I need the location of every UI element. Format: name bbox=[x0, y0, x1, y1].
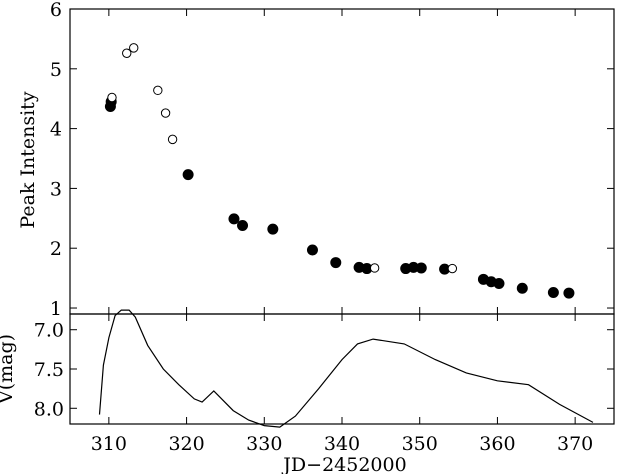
open-data-point bbox=[160, 108, 171, 118]
bottom-y-tick-label: 7.5 bbox=[34, 359, 64, 381]
filled-data-point bbox=[493, 278, 505, 289]
open-data-point bbox=[129, 43, 139, 53]
filled-data-point bbox=[415, 262, 427, 274]
x-tick-label: 350 bbox=[402, 433, 438, 455]
top-y-tick-label: 4 bbox=[50, 119, 62, 141]
bottom-panel-x-ticks: 310 320 330 340 350 360 370 bbox=[91, 314, 593, 455]
filled-data-point bbox=[228, 213, 240, 225]
bottom-panel-y-ticks: 7.0 7.5 8.0 bbox=[34, 320, 614, 420]
open-data-point bbox=[167, 134, 178, 145]
x-tick-label: 360 bbox=[479, 433, 515, 455]
open-data-point bbox=[153, 85, 163, 96]
top-y-tick-label: 2 bbox=[50, 238, 62, 260]
open-data-point bbox=[107, 92, 117, 103]
top-panel-y-ticks: 1 2 3 4 5 6 bbox=[50, 0, 614, 320]
filled-data-point bbox=[306, 244, 318, 256]
bottom-y-tick-label: 7.0 bbox=[34, 320, 64, 342]
filled-data-point bbox=[237, 219, 249, 231]
x-tick-label: 340 bbox=[324, 433, 360, 455]
top-panel-y-axis-title: Peak Intensity bbox=[17, 91, 39, 228]
bottom-panel-y-axis-title: V(mag) bbox=[0, 334, 17, 405]
bottom-y-tick-label: 8.0 bbox=[34, 398, 64, 420]
filled-data-point bbox=[516, 282, 528, 294]
x-tick-label: 310 bbox=[91, 433, 127, 455]
top-y-tick-label: 3 bbox=[50, 178, 62, 200]
top-panel-x-ticks bbox=[108, 9, 576, 314]
open-data-point bbox=[122, 48, 132, 58]
filled-data-point bbox=[563, 287, 575, 299]
x-axis-title: JD−2452000 bbox=[281, 454, 406, 474]
v-magnitude-curve bbox=[98, 309, 594, 428]
bottom-panel-frame bbox=[69, 313, 615, 425]
x-tick-label: 320 bbox=[168, 433, 204, 455]
top-panel: 1 2 3 4 5 6 Peak Intensity bbox=[17, 0, 615, 320]
filled-data-point bbox=[547, 286, 559, 298]
x-tick-label: 330 bbox=[246, 433, 282, 455]
top-panel-frame bbox=[69, 8, 615, 315]
top-y-tick-label: 1 bbox=[50, 298, 62, 320]
open-data-point bbox=[369, 263, 380, 273]
x-tick-label: 370 bbox=[557, 433, 593, 455]
filled-data-point bbox=[330, 257, 342, 269]
top-panel-points bbox=[104, 43, 575, 299]
top-y-tick-label: 6 bbox=[50, 0, 62, 21]
filled-data-point bbox=[182, 169, 194, 181]
filled-data-point bbox=[267, 223, 279, 235]
open-data-point bbox=[447, 263, 458, 274]
top-y-tick-label: 5 bbox=[50, 59, 62, 81]
bottom-panel: 7.0 7.5 8.0 310 320 330 340 350 360 370 V(mag) J… bbox=[0, 309, 615, 474]
